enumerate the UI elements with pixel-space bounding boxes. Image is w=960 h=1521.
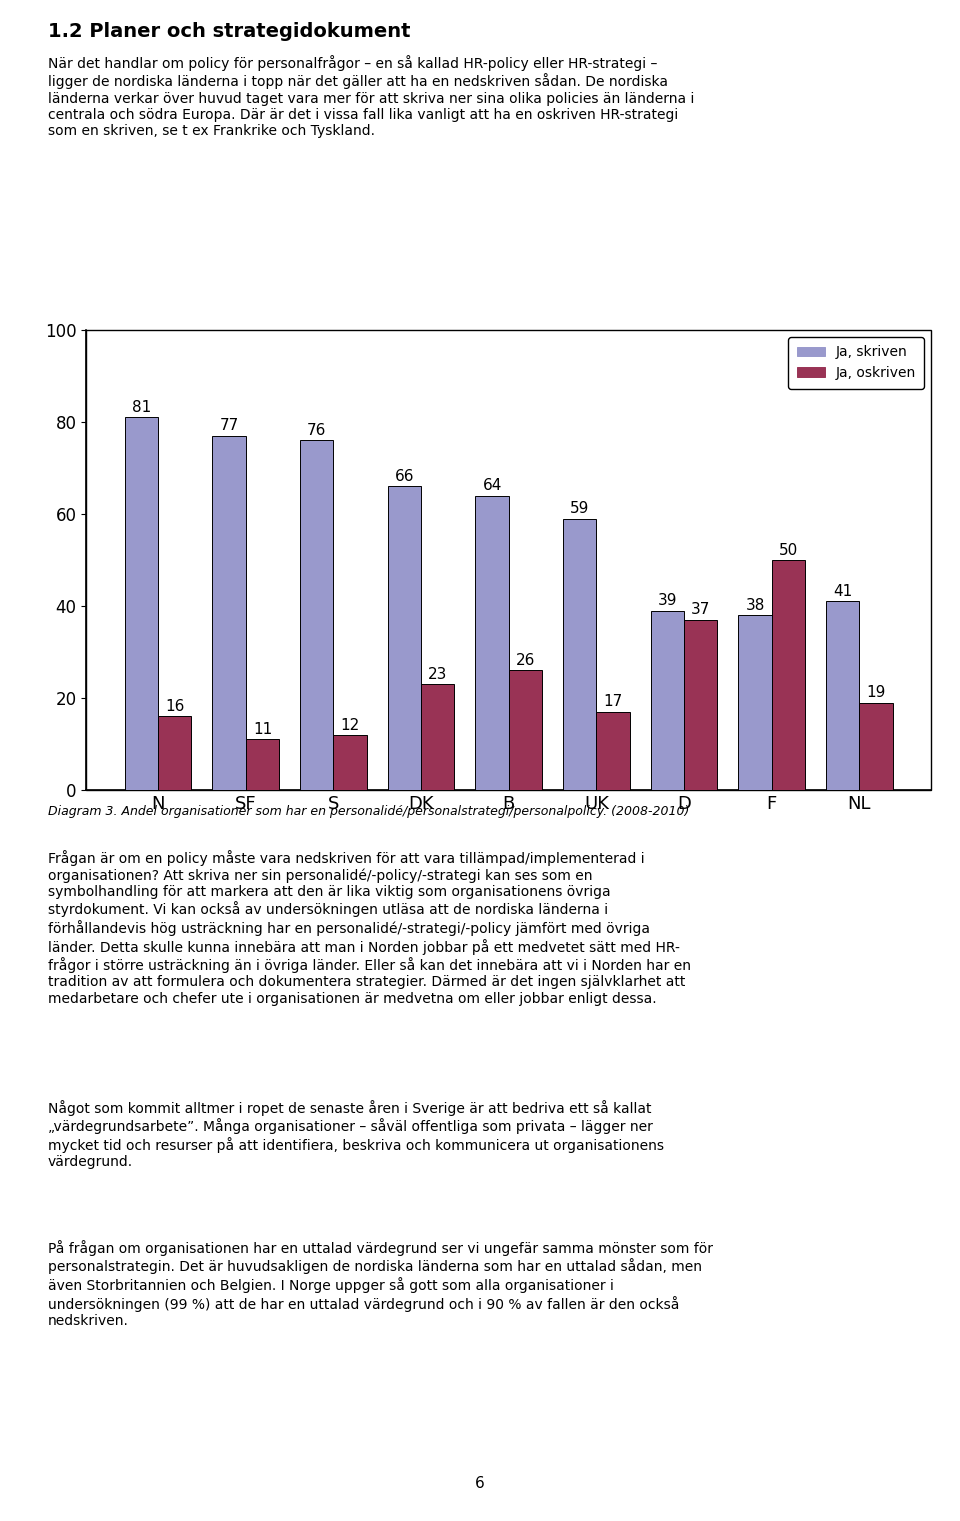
Bar [827, 601, 859, 789]
Bar [125, 417, 158, 789]
Text: 12: 12 [341, 718, 360, 733]
Bar [86, 330, 931, 789]
Text: 66: 66 [395, 468, 414, 484]
Text: 11: 11 [252, 722, 272, 738]
Text: 64: 64 [483, 478, 502, 493]
Text: 38: 38 [746, 598, 765, 613]
Bar [212, 437, 246, 789]
Text: 26: 26 [516, 653, 535, 668]
Bar [564, 519, 596, 789]
Bar [684, 619, 717, 789]
Text: 81: 81 [132, 400, 151, 415]
Bar [859, 703, 893, 789]
Text: 77: 77 [220, 418, 239, 433]
Text: 41: 41 [833, 584, 852, 599]
Text: 59: 59 [570, 502, 589, 516]
Bar [246, 739, 279, 789]
Legend: Ja, skriven, Ja, oskriven: Ja, skriven, Ja, oskriven [788, 338, 924, 388]
Text: 1.2 Planer och strategidokument: 1.2 Planer och strategidokument [48, 21, 411, 41]
Text: 6: 6 [475, 1475, 485, 1491]
Bar [596, 712, 630, 789]
Text: 37: 37 [691, 602, 710, 618]
Text: 50: 50 [779, 543, 798, 558]
Text: Frågan är om en policy måste vara nedskriven för att vara tillämpad/implementera: Frågan är om en policy måste vara nedskr… [48, 850, 691, 1005]
Bar [158, 716, 191, 789]
Text: Diagram 3. Andel organisationer som har en personalidé/personalstrategi/personal: Diagram 3. Andel organisationer som har … [48, 805, 689, 818]
Bar [475, 496, 509, 789]
Bar [509, 671, 542, 789]
Bar [333, 735, 367, 789]
Bar [388, 487, 421, 789]
Bar [651, 610, 684, 789]
Bar [300, 441, 333, 789]
Text: När det handlar om policy för personalfrågor – en så kallad HR-policy eller HR-s: När det handlar om policy för personalfr… [48, 55, 694, 138]
Bar [738, 614, 772, 789]
Text: 17: 17 [604, 695, 623, 709]
Text: 19: 19 [867, 686, 886, 700]
Text: På frågan om organisationen har en uttalad värdegrund ser vi ungefär samma mönst: På frågan om organisationen har en uttal… [48, 1240, 713, 1328]
Text: Något som kommit alltmer i ropet de senaste åren i Sverige är att bedriva ett så: Något som kommit alltmer i ropet de sena… [48, 1100, 664, 1170]
Bar [421, 684, 454, 789]
Text: 39: 39 [658, 593, 677, 608]
Text: 16: 16 [165, 700, 184, 713]
Text: 23: 23 [428, 666, 447, 681]
Text: 76: 76 [307, 423, 326, 438]
Bar [772, 560, 805, 789]
